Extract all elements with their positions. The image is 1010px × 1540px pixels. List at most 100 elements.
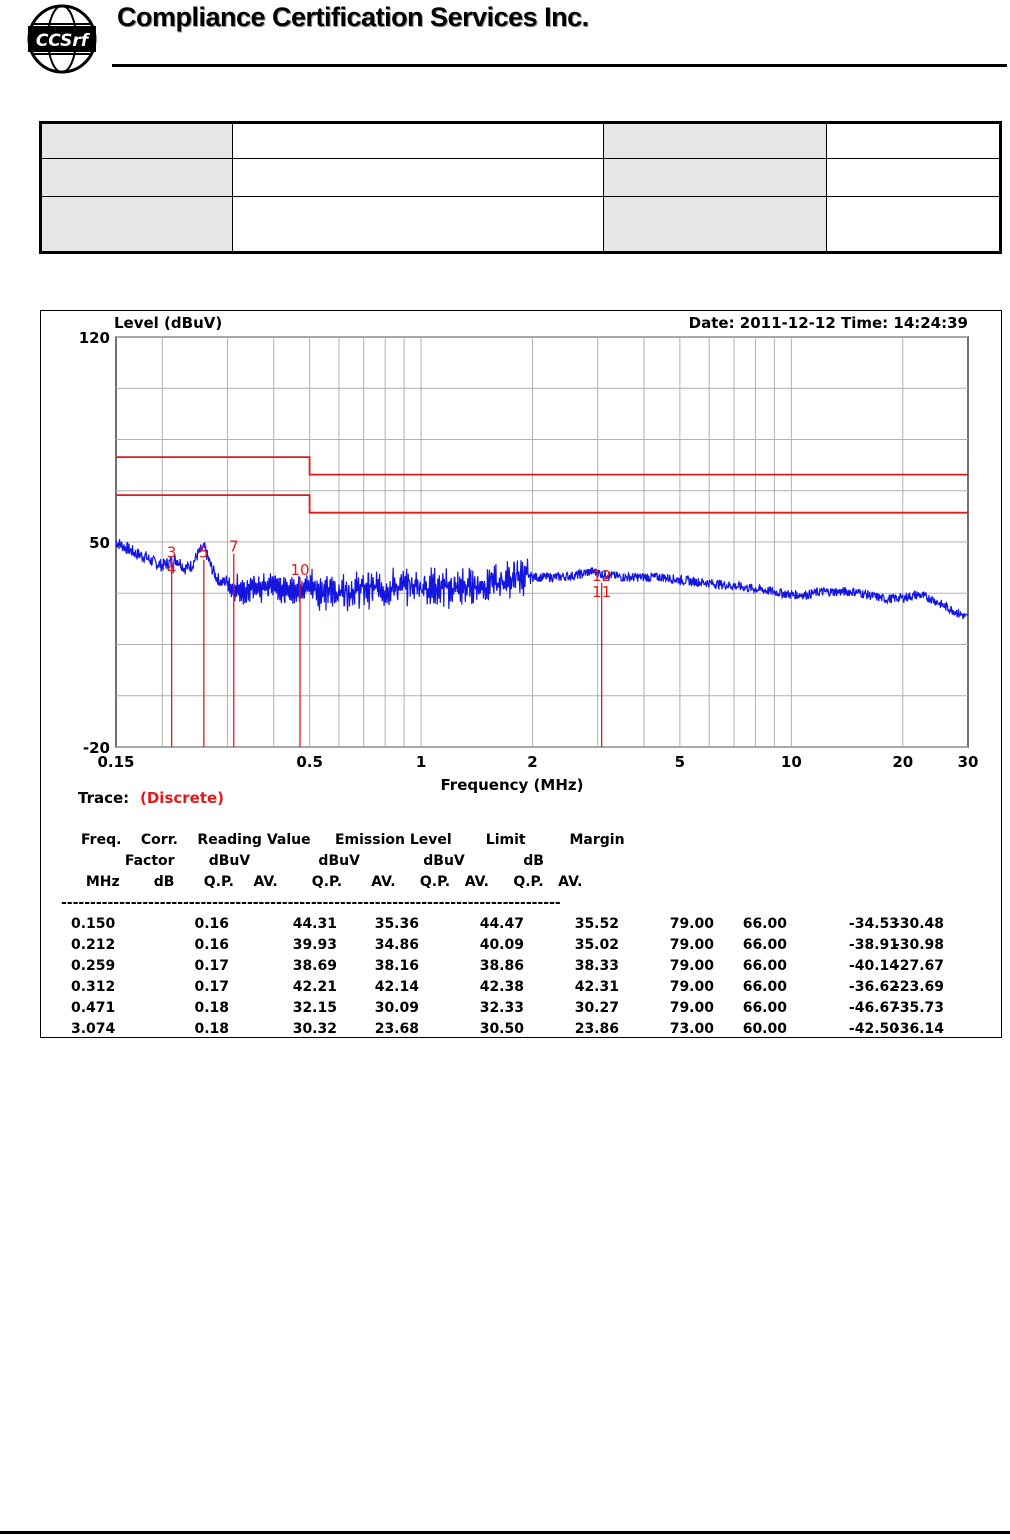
table-rows: 0.150 0.16 44.31 35.36 44.47 35.52 79.00 66.00 -… <box>71 916 944 1037</box>
table-cell-rd-qp: 42.21 <box>293 979 337 995</box>
x-tick-label: 10 <box>781 753 802 771</box>
info-value-cell <box>232 196 604 253</box>
y-axis-label: Level (dBuV) <box>114 314 222 332</box>
table-header-line: MHz dB Q.P. AV. Q.P. AV. Q.P. AV. Q.P. A… <box>81 874 582 890</box>
table-cell-mg-av: -30.98 <box>894 937 944 953</box>
x-tick-label: 5 <box>675 753 685 771</box>
info-label-cell <box>603 122 827 159</box>
table-cell-rd-av: 23.68 <box>375 1021 419 1037</box>
limit-lines <box>116 456 968 514</box>
table-cell-corr: 0.17 <box>194 979 229 995</box>
table-separator: ----------------------------------------… <box>61 895 561 911</box>
table-cell-rd-qp: 32.15 <box>293 1000 337 1016</box>
logo-text: CCSrf <box>36 31 91 51</box>
table-cell-corr: 0.18 <box>194 1000 229 1016</box>
table-cell-freq: 0.212 <box>71 937 115 953</box>
limit-line-av <box>116 494 968 514</box>
footer-rule <box>0 1531 1010 1534</box>
table-cell-rd-qp: 39.93 <box>293 937 337 953</box>
table-cell-rd-av: 42.14 <box>375 979 420 995</box>
date-time-label: Date: 2011-12-12 Time: 14:24:39 <box>689 314 968 332</box>
table-cell-mg-av: -36.14 <box>894 1021 944 1037</box>
table-cell-mg-qp: -36.62 <box>849 979 899 995</box>
info-value-cell <box>826 122 1001 159</box>
marker-label: 11 <box>592 583 611 601</box>
info-value-cell <box>232 122 604 159</box>
table-cell-rd-qp: 30.32 <box>293 1021 337 1037</box>
table-cell-lim-av: 66.00 <box>743 1000 788 1016</box>
emission-trace-line <box>115 539 969 620</box>
table-cell-em-qp: 40.09 <box>480 937 524 953</box>
company-logo: CCSrf <box>27 4 97 74</box>
x-axis-label: Frequency (MHz) <box>441 776 584 794</box>
marker-label: 4 <box>167 560 177 578</box>
trace-label: Trace: <box>78 789 129 807</box>
table-cell-mg-av: -27.67 <box>894 958 944 974</box>
table-cell-mg-qp: -46.67 <box>849 1000 899 1016</box>
table-cell-em-qp: 30.50 <box>480 1021 525 1037</box>
info-row <box>40 196 1001 253</box>
table-cell-mg-qp: -42.50 <box>849 1021 899 1037</box>
table-cell-mg-av: -23.69 <box>894 979 944 995</box>
table-cell-rd-av: 30.09 <box>375 1000 419 1016</box>
table-cell-mg-qp: -38.91 <box>849 937 899 953</box>
table-cell-lim-qp: 73.00 <box>670 1021 715 1037</box>
table-cell-lim-av: 60.00 <box>743 1021 788 1037</box>
y-tick-label: -20 <box>83 739 110 757</box>
x-tick-label: 1 <box>416 753 426 771</box>
table-cell-lim-qp: 79.00 <box>670 979 715 995</box>
table-cell-rd-av: 38.16 <box>375 958 419 974</box>
table-cell-freq: 3.074 <box>71 1021 116 1037</box>
info-row <box>40 158 1001 197</box>
table-header-line: Factor dBuV dBuV dBuV dB <box>81 853 544 869</box>
table-cell-lim-av: 66.00 <box>743 916 788 932</box>
table-cell-lim-av: 66.00 <box>743 958 788 974</box>
table-cell-lim-qp: 79.00 <box>670 1000 715 1016</box>
table-cell-rd-av: 34.86 <box>375 937 419 953</box>
table-cell-corr: 0.17 <box>194 958 229 974</box>
table-cell-freq: 0.150 <box>71 916 116 932</box>
info-label-cell <box>603 196 827 253</box>
info-label-cell <box>603 158 827 197</box>
table-cell-em-av: 23.86 <box>575 1021 619 1037</box>
table-cell-em-qp: 44.47 <box>480 916 524 932</box>
info-label-cell <box>40 196 233 253</box>
trace-value: (Discrete) <box>140 789 224 807</box>
info-label-cell <box>40 158 233 197</box>
info-value-cell <box>232 158 604 197</box>
emission-plot-panel: Level (dBuV) Date: 2011-12-12 Time: 14:2… <box>40 310 1002 1038</box>
emission-trace <box>115 539 969 620</box>
plot-grid <box>115 336 969 748</box>
info-value-cell <box>826 158 1001 197</box>
table-cell-em-av: 35.02 <box>575 937 619 953</box>
table-cell-em-qp: 32.33 <box>480 1000 524 1016</box>
table-cell-em-av: 30.27 <box>575 1000 619 1016</box>
results-table: Freq. Corr. Reading Value Emission Level… <box>61 832 944 1037</box>
table-cell-mg-av: -35.73 <box>894 1000 944 1016</box>
table-cell-rd-av: 35.36 <box>375 916 419 932</box>
info-row <box>40 122 1001 159</box>
y-tick-label: 50 <box>89 534 110 552</box>
table-cell-freq: 0.312 <box>71 979 115 995</box>
test-info-table <box>39 121 1002 254</box>
table-cell-em-qp: 42.38 <box>480 979 524 995</box>
table-cell-mg-qp: -34.53 <box>849 916 899 932</box>
marker-label: 10 <box>290 561 309 579</box>
table-cell-lim-av: 66.00 <box>743 979 788 995</box>
marker-label: 12 <box>592 567 611 585</box>
table-cell-lim-qp: 79.00 <box>670 916 715 932</box>
table-cell-lim-qp: 79.00 <box>670 937 715 953</box>
table-cell-lim-av: 66.00 <box>743 937 788 953</box>
x-tick-label: 0.15 <box>97 753 134 771</box>
marker-label: 7 <box>229 538 239 556</box>
table-cell-corr: 0.16 <box>194 937 229 953</box>
x-tick-label: 30 <box>958 753 979 771</box>
marker-label: 5 <box>199 544 209 562</box>
table-cell-corr: 0.16 <box>194 916 229 932</box>
table-cell-rd-qp: 44.31 <box>293 916 337 932</box>
table-cell-rd-qp: 38.69 <box>293 958 337 974</box>
info-label-cell <box>40 122 233 159</box>
company-name: Compliance Certification Services Inc. <box>117 2 589 32</box>
